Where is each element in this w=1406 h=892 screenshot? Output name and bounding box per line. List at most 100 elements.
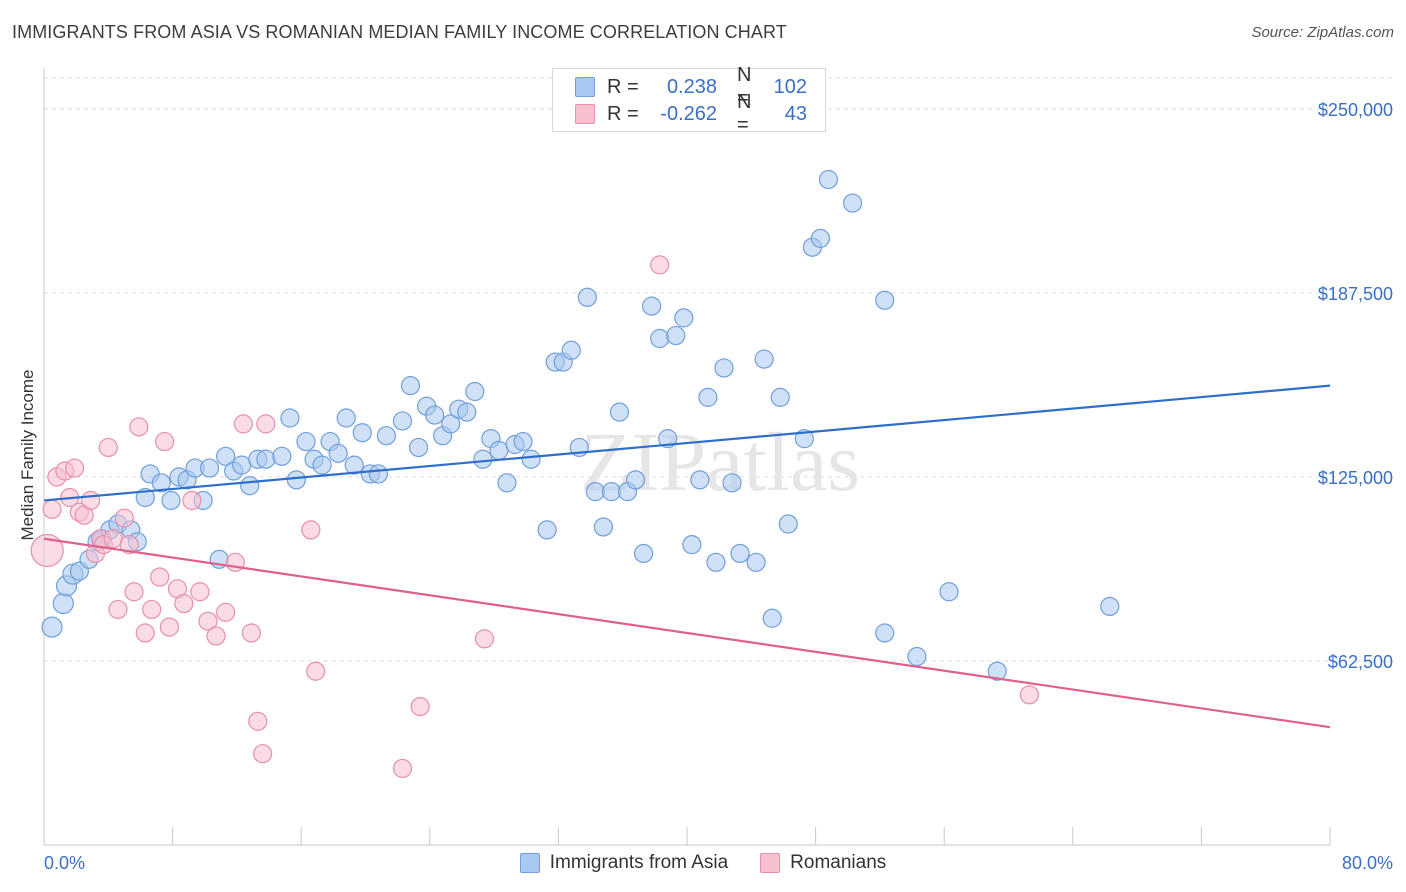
data-points <box>30 169 1120 779</box>
legend-r-label: R = <box>607 75 639 98</box>
romanian-point <box>216 602 236 622</box>
asia-point <box>593 517 614 537</box>
legend-row-asia: R = 0.238 N = 102 <box>575 64 807 109</box>
asia-point <box>642 296 662 316</box>
romanian-point <box>119 535 139 555</box>
legend-r-value: 0.238 <box>666 75 717 98</box>
romanian-point <box>129 417 149 437</box>
legend-swatch-asia <box>575 77 595 97</box>
romanian-point <box>190 582 210 602</box>
y-tick-label: $62,500 <box>1328 652 1393 672</box>
asia-point <box>199 458 220 478</box>
asia-point <box>1100 596 1120 617</box>
asia-point <box>690 470 710 490</box>
romanian-point <box>306 661 326 681</box>
romanian-point <box>150 567 170 587</box>
romanian-point <box>81 490 101 511</box>
asia-point <box>135 487 155 508</box>
romanian-point <box>142 599 162 620</box>
legend-n-value: 102 <box>773 75 807 98</box>
asia-point <box>400 376 421 396</box>
asia-point <box>682 535 702 555</box>
asia-point <box>625 470 646 490</box>
asia-trend-line <box>43 384 1331 502</box>
series-swatch-romanians <box>760 853 781 873</box>
asia-point <box>368 464 388 484</box>
asia-point <box>521 449 541 469</box>
asia-point <box>818 169 839 190</box>
asia-point <box>561 340 581 360</box>
asia-point <box>762 608 782 628</box>
legend-n-label: N = <box>737 91 752 136</box>
romanian-point <box>256 414 276 434</box>
asia-point <box>939 582 959 602</box>
asia-point <box>875 623 895 643</box>
asia-point <box>770 387 790 407</box>
asia-point <box>658 429 678 449</box>
asia-point <box>875 290 895 310</box>
romanian-point <box>233 414 253 434</box>
y-axis-label: Median Family Income <box>18 369 37 541</box>
asia-point <box>392 411 413 431</box>
asia-point <box>425 405 445 425</box>
asia-point <box>232 455 252 475</box>
legend-row-romanians: R = -0.262 N = 43 <box>575 91 807 136</box>
asia-point <box>240 476 260 496</box>
legend-r-value: -0.262 <box>660 102 717 125</box>
asia-point <box>810 228 831 248</box>
romanian-point <box>1019 685 1039 705</box>
y-tick-label: $187,500 <box>1318 284 1393 304</box>
source-label: Source: ZipAtlas.com <box>1251 24 1394 41</box>
asia-point <box>794 429 814 449</box>
legend-swatch-romanians <box>575 104 595 124</box>
asia-point <box>666 325 686 346</box>
asia-point <box>577 287 597 307</box>
asia-point <box>585 482 605 502</box>
tick-labels: $62,500 $125,000 $187,500 $250,000 0.0% 80.0% <box>44 100 1393 873</box>
romanian-point <box>650 255 670 275</box>
asia-point <box>609 402 630 422</box>
asia-point <box>216 446 236 466</box>
y-tick-label: $125,000 <box>1318 468 1393 488</box>
asia-point <box>722 473 742 493</box>
romanian-point <box>108 599 128 620</box>
asia-point <box>698 387 718 407</box>
asia-point <box>296 431 316 452</box>
asia-point <box>344 455 364 475</box>
romanian-point <box>98 437 118 458</box>
asia-point <box>537 520 557 540</box>
series-legend-romanians[interactable]: Romanians <box>760 852 886 874</box>
series-swatch-asia <box>519 853 540 873</box>
asia-point <box>601 482 622 502</box>
asia-point <box>376 426 396 446</box>
asia-point <box>457 402 477 422</box>
asia-point <box>489 440 509 461</box>
asia-point <box>513 431 533 452</box>
asia-point <box>674 308 694 328</box>
x-tick-label: 80.0% <box>1342 853 1393 873</box>
romanian-point <box>301 520 321 540</box>
romanian-point <box>114 508 134 528</box>
asia-point <box>473 449 493 469</box>
y-tick-label: $250,000 <box>1318 100 1393 120</box>
romanian-point <box>410 696 430 717</box>
asia-point <box>280 408 300 428</box>
asia-point <box>714 358 734 378</box>
romanian-point <box>248 711 268 731</box>
stats-legend: R = 0.238 N = 102 R = -0.262 N = 43 <box>552 64 826 136</box>
asia-point <box>730 543 750 564</box>
asia-point <box>497 473 517 493</box>
asia-point <box>352 423 372 443</box>
romanian-point <box>241 623 261 643</box>
romanian-point <box>206 626 226 646</box>
series-legend-asia[interactable]: Immigrants from Asia <box>519 852 728 874</box>
asia-point <box>151 473 171 493</box>
romanian-point <box>174 593 194 614</box>
romanian-point <box>159 617 179 637</box>
romanian-point <box>30 533 64 568</box>
asia-point <box>41 616 63 638</box>
romanian-point <box>182 490 202 511</box>
asia-point <box>256 449 276 469</box>
asia-point <box>907 646 927 667</box>
asia-point <box>312 455 332 475</box>
